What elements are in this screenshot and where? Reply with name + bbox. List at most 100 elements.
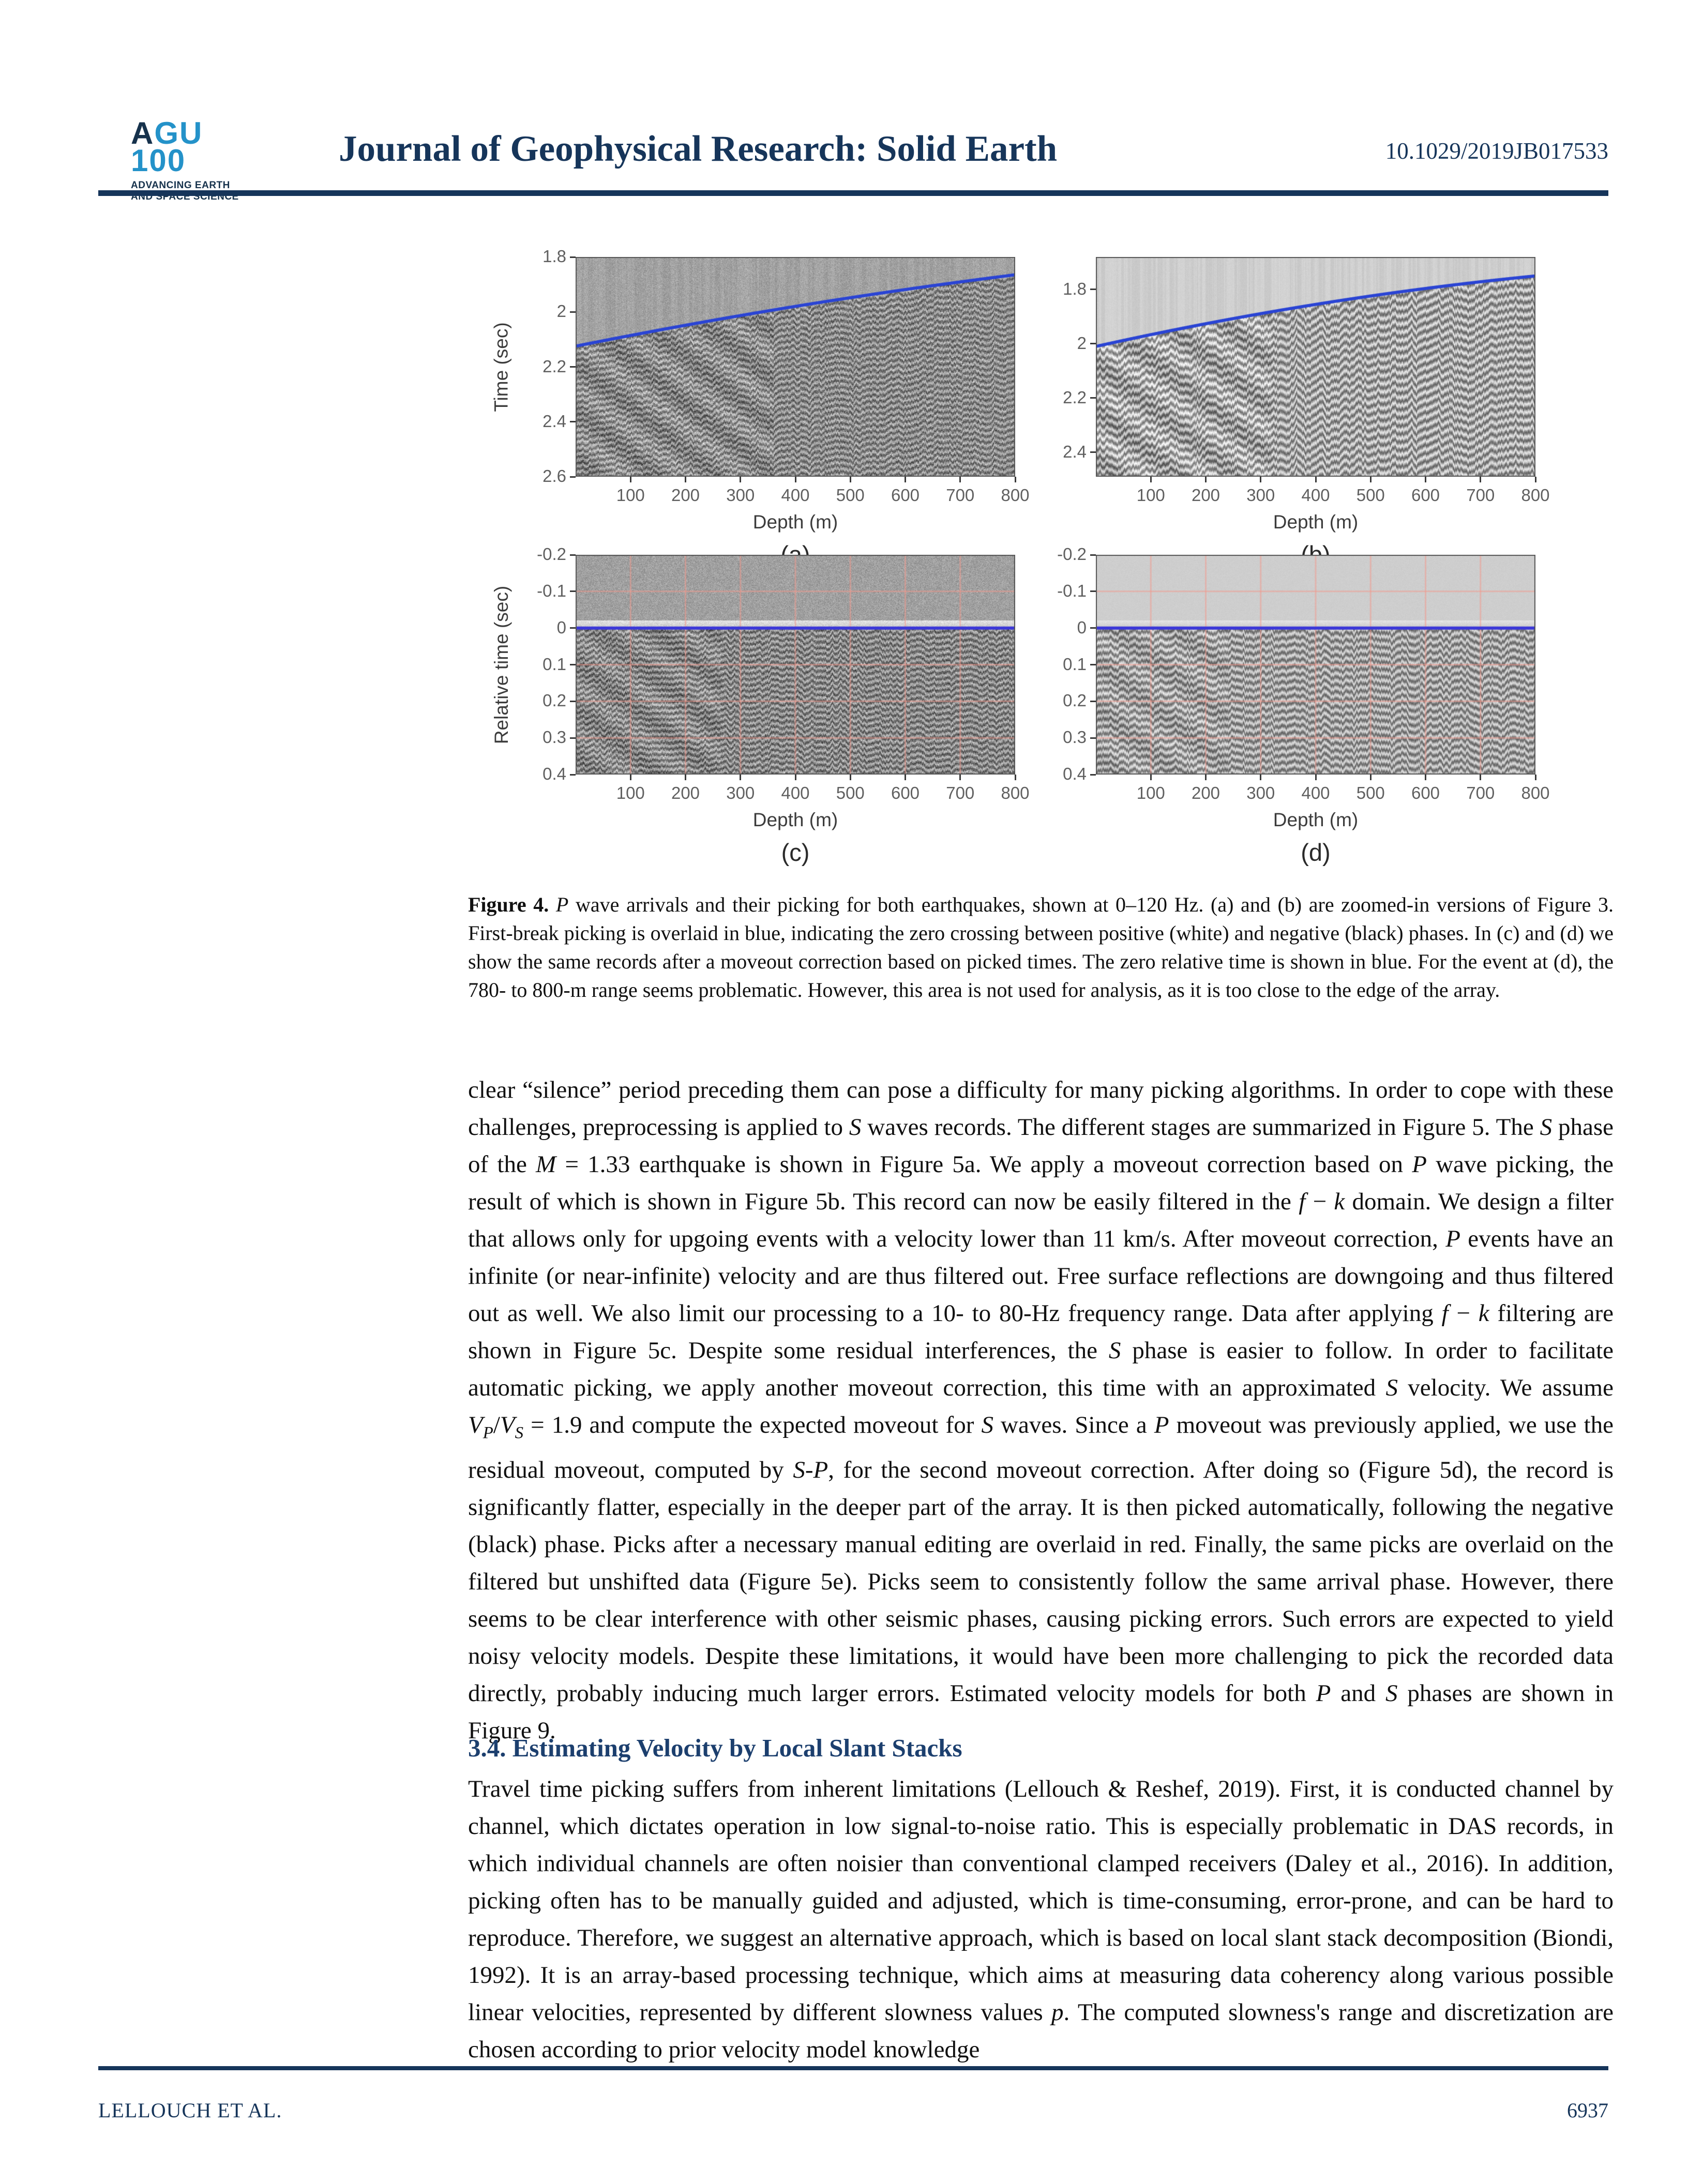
text-segment: wave arrivals and their picking for both… xyxy=(468,893,1614,1002)
text-segment: − xyxy=(1305,1188,1334,1215)
text-segment: V xyxy=(500,1412,515,1438)
x-tickmark xyxy=(1315,775,1317,780)
figure4-panel-c: Relative time (sec) Depth (m) (c) 100 200… xyxy=(491,544,1030,866)
x-tick-label: 800 xyxy=(1001,783,1030,802)
text-segment: Travel time picking suffers from inheren… xyxy=(468,1776,1614,2026)
x-tickmark xyxy=(849,477,851,482)
text-segment: = 1.9 and compute the expected moveout f… xyxy=(523,1412,982,1438)
text-segment: P xyxy=(555,893,569,916)
panel-a-seismic-image xyxy=(576,257,1015,477)
panel-d-seismic-image xyxy=(1096,555,1535,775)
x-tick-label: 700 xyxy=(946,783,975,802)
text-segment: clear “silence” period preceding them ca… xyxy=(468,1076,1614,1141)
text-segment: f xyxy=(1441,1300,1449,1327)
y-tick-label: 2.6 xyxy=(542,466,566,486)
y-tickmark xyxy=(570,421,576,423)
y-tick-label: 0.2 xyxy=(542,691,566,710)
text-segment: velocity. We assume xyxy=(1397,1374,1614,1401)
header-rule xyxy=(98,190,1608,196)
text-segment: events have an infinite (or near-infinit… xyxy=(468,1225,1614,1327)
x-tick-label: 300 xyxy=(726,783,755,802)
x-tickmark xyxy=(849,775,851,780)
text-segment: k xyxy=(1334,1188,1345,1215)
y-tickmark xyxy=(1090,343,1096,345)
journal-title: Journal of Geophysical Research: Solid E… xyxy=(339,129,1058,169)
x-tick-label: 100 xyxy=(616,486,645,505)
y-tick-label: 0 xyxy=(1077,617,1087,637)
x-tick-label: 500 xyxy=(1356,486,1385,505)
y-tickmark xyxy=(1090,554,1096,556)
y-tick-label: -0.1 xyxy=(1057,581,1087,600)
text-segment: domain. We design a filter that allows o… xyxy=(468,1188,1614,1252)
x-tick-label: 200 xyxy=(1191,783,1220,802)
x-tickmark xyxy=(740,775,742,780)
text-segment: f xyxy=(1299,1188,1306,1215)
text-segment: S xyxy=(1540,1114,1553,1141)
panel-b-seismic-image xyxy=(1096,257,1535,477)
x-tick-label: 500 xyxy=(836,783,865,802)
y-tickmark xyxy=(570,554,576,556)
text-segment: P xyxy=(483,1423,493,1443)
x-tick-label: 100 xyxy=(1136,486,1165,505)
text-segment: V xyxy=(468,1412,483,1438)
text-segment: P xyxy=(1412,1151,1427,1178)
text-segment: phases are shown in Figure 9. xyxy=(468,1680,1614,1745)
x-tickmark xyxy=(1260,775,1262,780)
panel-d-xlabel: Depth (m) xyxy=(1273,809,1359,830)
y-tick-label: 0.4 xyxy=(542,764,566,783)
y-tick-label: 0.3 xyxy=(542,727,566,747)
agu-logo-text: AGU xyxy=(131,116,203,150)
y-tick-label: 2.2 xyxy=(1063,387,1087,407)
x-tick-label: 400 xyxy=(1301,486,1330,505)
text-segment: moveout was previously applied, we use t… xyxy=(468,1412,1614,1484)
footer-rule xyxy=(98,2066,1608,2070)
y-tickmark xyxy=(570,256,576,258)
text-segment: phase of the xyxy=(468,1114,1614,1178)
y-tickmark xyxy=(1090,627,1096,629)
x-tick-label: 600 xyxy=(891,783,920,802)
text-segment xyxy=(549,893,556,916)
x-tick-label: 800 xyxy=(1521,486,1550,505)
x-tick-label: 200 xyxy=(671,783,700,802)
x-tick-label: 600 xyxy=(1411,486,1440,505)
x-tickmark xyxy=(1480,775,1482,780)
x-tickmark xyxy=(1315,477,1317,482)
y-tickmark xyxy=(1090,737,1096,739)
x-tickmark xyxy=(905,477,906,482)
x-tick-label: 400 xyxy=(781,486,810,505)
figure4-panel-b: Depth (m) (b) 1002003004005006007008001.… xyxy=(1063,257,1550,568)
y-tick-label: 2.2 xyxy=(542,356,566,376)
y-tickmark xyxy=(1090,664,1096,665)
x-tick-label: 700 xyxy=(1466,783,1495,802)
y-tick-label: 2.4 xyxy=(542,411,566,431)
y-tickmark xyxy=(570,774,576,776)
x-tickmark xyxy=(794,477,796,482)
y-tickmark xyxy=(1090,590,1096,593)
y-tick-label: 1.8 xyxy=(542,247,566,266)
x-tickmark xyxy=(740,477,742,482)
y-tick-label: 2 xyxy=(556,301,566,321)
x-tickmark xyxy=(1369,775,1372,780)
x-tickmark xyxy=(1369,477,1372,482)
y-tickmark xyxy=(1090,289,1096,291)
doi: 10.1029/2019JB017533 xyxy=(1385,138,1608,164)
x-tickmark xyxy=(1534,775,1536,780)
section-heading-3-4: 3.4. Estimating Velocity by Local Slant … xyxy=(468,1734,962,1762)
text-segment: , for the second moveout correction. Aft… xyxy=(468,1457,1614,1707)
y-tick-label: 0.3 xyxy=(1063,727,1087,747)
x-tickmark xyxy=(1534,477,1536,482)
y-tickmark xyxy=(570,664,576,665)
figure4-panel-a: Time (sec) Depth (m) (a) 100200300400500… xyxy=(491,247,1030,568)
text-segment: P xyxy=(1445,1225,1460,1252)
y-tickmark xyxy=(570,737,576,739)
y-tick-label: 0.4 xyxy=(1063,764,1087,783)
text-segment: P xyxy=(1154,1412,1169,1438)
text-segment: S xyxy=(1385,1680,1398,1707)
y-tickmark xyxy=(570,700,576,702)
x-tick-label: 500 xyxy=(836,486,865,505)
x-tick-label: 100 xyxy=(1136,783,1165,802)
x-tickmark xyxy=(1480,477,1482,482)
x-tickmark xyxy=(1150,477,1152,482)
text-segment: S xyxy=(981,1412,993,1438)
